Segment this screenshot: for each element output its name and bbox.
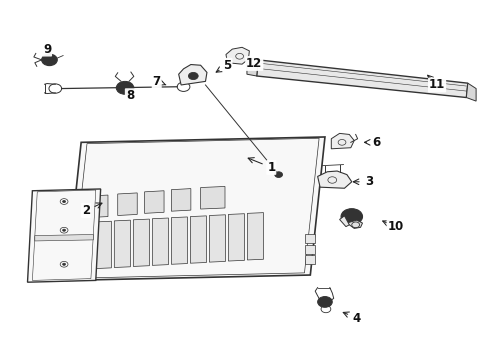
Circle shape: [116, 81, 134, 94]
Polygon shape: [114, 220, 130, 267]
Circle shape: [340, 209, 362, 225]
Bar: [305, 255, 315, 264]
Polygon shape: [133, 219, 149, 266]
Circle shape: [62, 263, 65, 265]
Text: 8: 8: [125, 89, 134, 102]
Polygon shape: [228, 214, 244, 261]
Polygon shape: [247, 213, 263, 260]
Polygon shape: [152, 218, 168, 265]
Text: 7: 7: [152, 75, 161, 88]
Circle shape: [188, 72, 198, 80]
Text: 5: 5: [223, 59, 231, 72]
Bar: [305, 234, 315, 243]
Text: 4: 4: [352, 311, 360, 325]
Polygon shape: [246, 58, 258, 76]
Polygon shape: [256, 60, 467, 98]
Circle shape: [45, 57, 53, 63]
Circle shape: [274, 172, 282, 177]
Polygon shape: [339, 216, 348, 226]
Text: 2: 2: [82, 204, 90, 217]
Circle shape: [317, 297, 331, 307]
Polygon shape: [190, 216, 206, 263]
Polygon shape: [209, 215, 225, 262]
Polygon shape: [466, 83, 475, 101]
Polygon shape: [118, 193, 137, 216]
Text: 6: 6: [371, 136, 380, 149]
Text: 1: 1: [267, 161, 275, 174]
Polygon shape: [330, 134, 353, 149]
Polygon shape: [66, 137, 325, 280]
Circle shape: [41, 54, 57, 66]
Circle shape: [345, 212, 357, 221]
Polygon shape: [27, 189, 101, 282]
Polygon shape: [178, 64, 206, 85]
Polygon shape: [346, 220, 362, 228]
Text: 3: 3: [364, 175, 372, 188]
Text: 9: 9: [43, 42, 51, 55]
Polygon shape: [171, 189, 190, 211]
Bar: [305, 244, 315, 253]
Text: 10: 10: [387, 220, 403, 233]
Polygon shape: [317, 171, 351, 188]
Polygon shape: [144, 191, 163, 213]
Text: 12: 12: [245, 57, 262, 70]
Circle shape: [321, 300, 328, 305]
Polygon shape: [200, 186, 224, 209]
Polygon shape: [86, 195, 108, 218]
Polygon shape: [225, 47, 249, 64]
Circle shape: [62, 229, 65, 231]
Polygon shape: [35, 234, 93, 241]
Circle shape: [122, 85, 128, 90]
Polygon shape: [76, 222, 92, 270]
Circle shape: [62, 201, 65, 203]
Polygon shape: [95, 221, 111, 269]
Polygon shape: [171, 217, 187, 264]
Text: 11: 11: [428, 78, 444, 91]
